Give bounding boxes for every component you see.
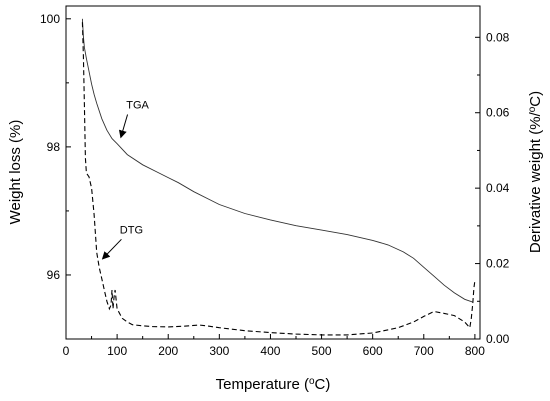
x-tick-label: 500 (312, 344, 332, 358)
y-right-tick-label: 0.08 (486, 30, 510, 44)
x-tick-label: 600 (363, 344, 383, 358)
y-left-tick-label: 100 (40, 12, 60, 26)
y-right-tick-label: 0.00 (486, 332, 510, 346)
left-y-axis-title: Weight loss (%) (7, 120, 24, 225)
series-line-tga (81, 18, 473, 303)
series-line-dtg (81, 22, 476, 336)
annotations: TGA DTG (101, 99, 150, 260)
annotation-arrow-tga (118, 114, 129, 139)
right-y-axis-ticks: 0.00 0.02 0.04 0.06 0.08 (475, 30, 510, 346)
x-tick-label: 700 (414, 344, 434, 358)
x-tick-label: 800 (465, 344, 485, 358)
x-tick-label: 300 (209, 344, 229, 358)
y-left-tick-label: 96 (47, 268, 61, 282)
y-left-tick-label: 98 (47, 140, 61, 154)
x-axis-ticks: 0 100 200 300 400 500 600 700 800 (63, 334, 485, 358)
y-right-tick-label: 0.02 (486, 257, 510, 271)
x-tick-label: 0 (63, 344, 70, 358)
annotation-label-dtg: DTG (120, 224, 143, 236)
x-tick-label: 100 (107, 344, 127, 358)
x-tick-label: 400 (260, 344, 280, 358)
annotation-label-tga: TGA (126, 99, 149, 111)
y-right-tick-label: 0.04 (486, 181, 510, 195)
x-axis-title: Temperature (oC) (216, 376, 331, 394)
right-y-axis-title: Derivative weight (%/oC) (527, 91, 545, 253)
annotation-arrow-dtg (101, 238, 122, 260)
y-right-tick-label: 0.06 (486, 106, 510, 120)
x-tick-label: 200 (158, 344, 178, 358)
plot-frame (65, 5, 481, 340)
left-y-axis-ticks: 96 98 100 (40, 12, 71, 340)
